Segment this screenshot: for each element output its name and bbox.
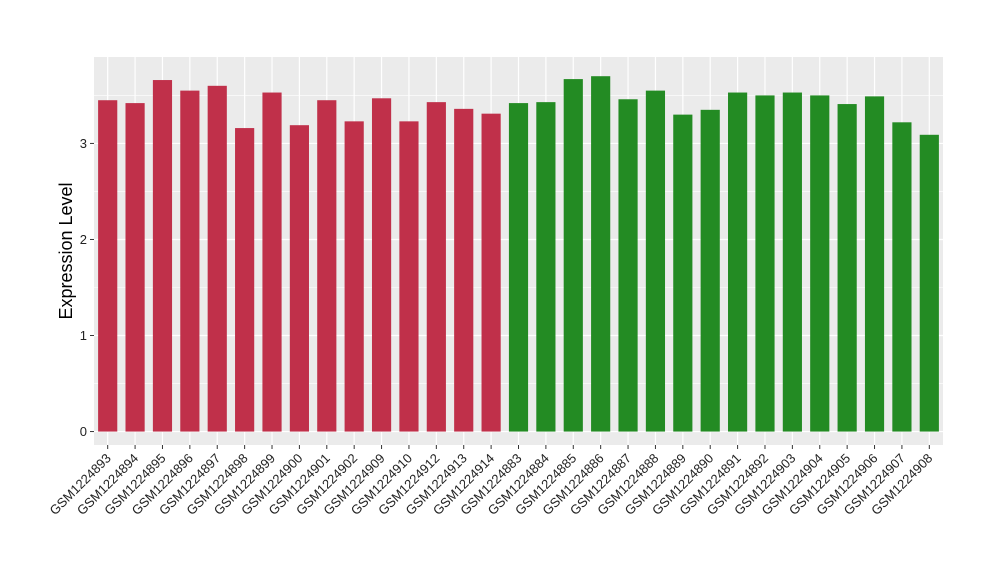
bar (344, 121, 364, 432)
bar (152, 80, 173, 432)
bar (399, 121, 419, 432)
bar (919, 134, 939, 432)
bar (536, 102, 556, 432)
bar (371, 98, 392, 432)
bar (645, 90, 666, 432)
y-tick-label: 1 (80, 328, 87, 343)
bars (98, 76, 939, 432)
bar (317, 100, 337, 432)
y-axis-title: Expression Level (56, 182, 76, 319)
x-axis: GSM1224893GSM1224894GSM1224895GSM1224896… (46, 445, 935, 518)
bar (125, 103, 145, 432)
y-tick-label: 2 (80, 232, 87, 247)
y-tick-label: 0 (80, 424, 87, 439)
bar (289, 125, 309, 432)
bar (481, 113, 501, 432)
bar (864, 96, 885, 432)
bar (728, 92, 748, 432)
bar (454, 108, 474, 432)
bar (810, 95, 830, 432)
bar (563, 79, 583, 432)
bar (98, 100, 118, 432)
bar (207, 85, 227, 432)
bar (618, 99, 638, 432)
bar (235, 128, 255, 432)
bar (892, 122, 912, 432)
bar (180, 90, 200, 432)
bar (591, 76, 611, 432)
y-tick-label: 3 (80, 136, 87, 151)
bar (508, 103, 529, 432)
bar (755, 95, 775, 432)
bar (837, 104, 857, 432)
bar (426, 102, 446, 432)
bar (782, 92, 802, 432)
bar (673, 114, 693, 432)
bar (700, 109, 720, 432)
bar (262, 92, 282, 432)
y-axis: 0 1 2 3 (80, 136, 94, 439)
